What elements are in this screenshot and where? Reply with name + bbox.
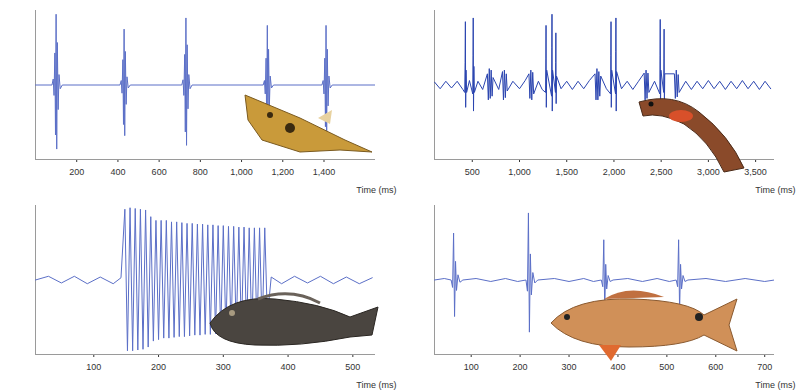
svg-text:200: 200: [513, 362, 528, 372]
svg-text:700: 700: [757, 362, 772, 372]
svg-text:500: 500: [659, 362, 674, 372]
svg-text:300: 300: [562, 362, 577, 372]
svg-text:3,500: 3,500: [744, 167, 767, 177]
svg-text:400: 400: [110, 167, 125, 177]
svg-text:200: 200: [151, 362, 166, 372]
svg-text:1,000: 1,000: [508, 167, 531, 177]
svg-text:2,000: 2,000: [603, 167, 626, 177]
svg-text:2,500: 2,500: [650, 167, 673, 177]
svg-text:1,500: 1,500: [555, 167, 578, 177]
svg-text:3,000: 3,000: [697, 167, 720, 177]
svg-text:200: 200: [69, 167, 84, 177]
svg-text:600: 600: [708, 362, 723, 372]
svg-text:800: 800: [193, 167, 208, 177]
svg-text:500: 500: [465, 167, 480, 177]
svg-text:Time (ms): Time (ms): [755, 185, 795, 195]
svg-text:1,000: 1,000: [230, 167, 253, 177]
svg-text:100: 100: [464, 362, 479, 372]
svg-text:Time (ms): Time (ms): [755, 380, 795, 390]
svg-text:Time (ms): Time (ms): [356, 380, 396, 390]
svg-text:400: 400: [610, 362, 625, 372]
svg-text:300: 300: [216, 362, 231, 372]
svg-text:600: 600: [152, 167, 167, 177]
svg-text:100: 100: [86, 362, 101, 372]
svg-text:1,200: 1,200: [272, 167, 295, 177]
svg-text:400: 400: [281, 362, 296, 372]
svg-text:Time (ms): Time (ms): [356, 185, 396, 195]
svg-text:1,400: 1,400: [313, 167, 336, 177]
svg-text:500: 500: [345, 362, 360, 372]
